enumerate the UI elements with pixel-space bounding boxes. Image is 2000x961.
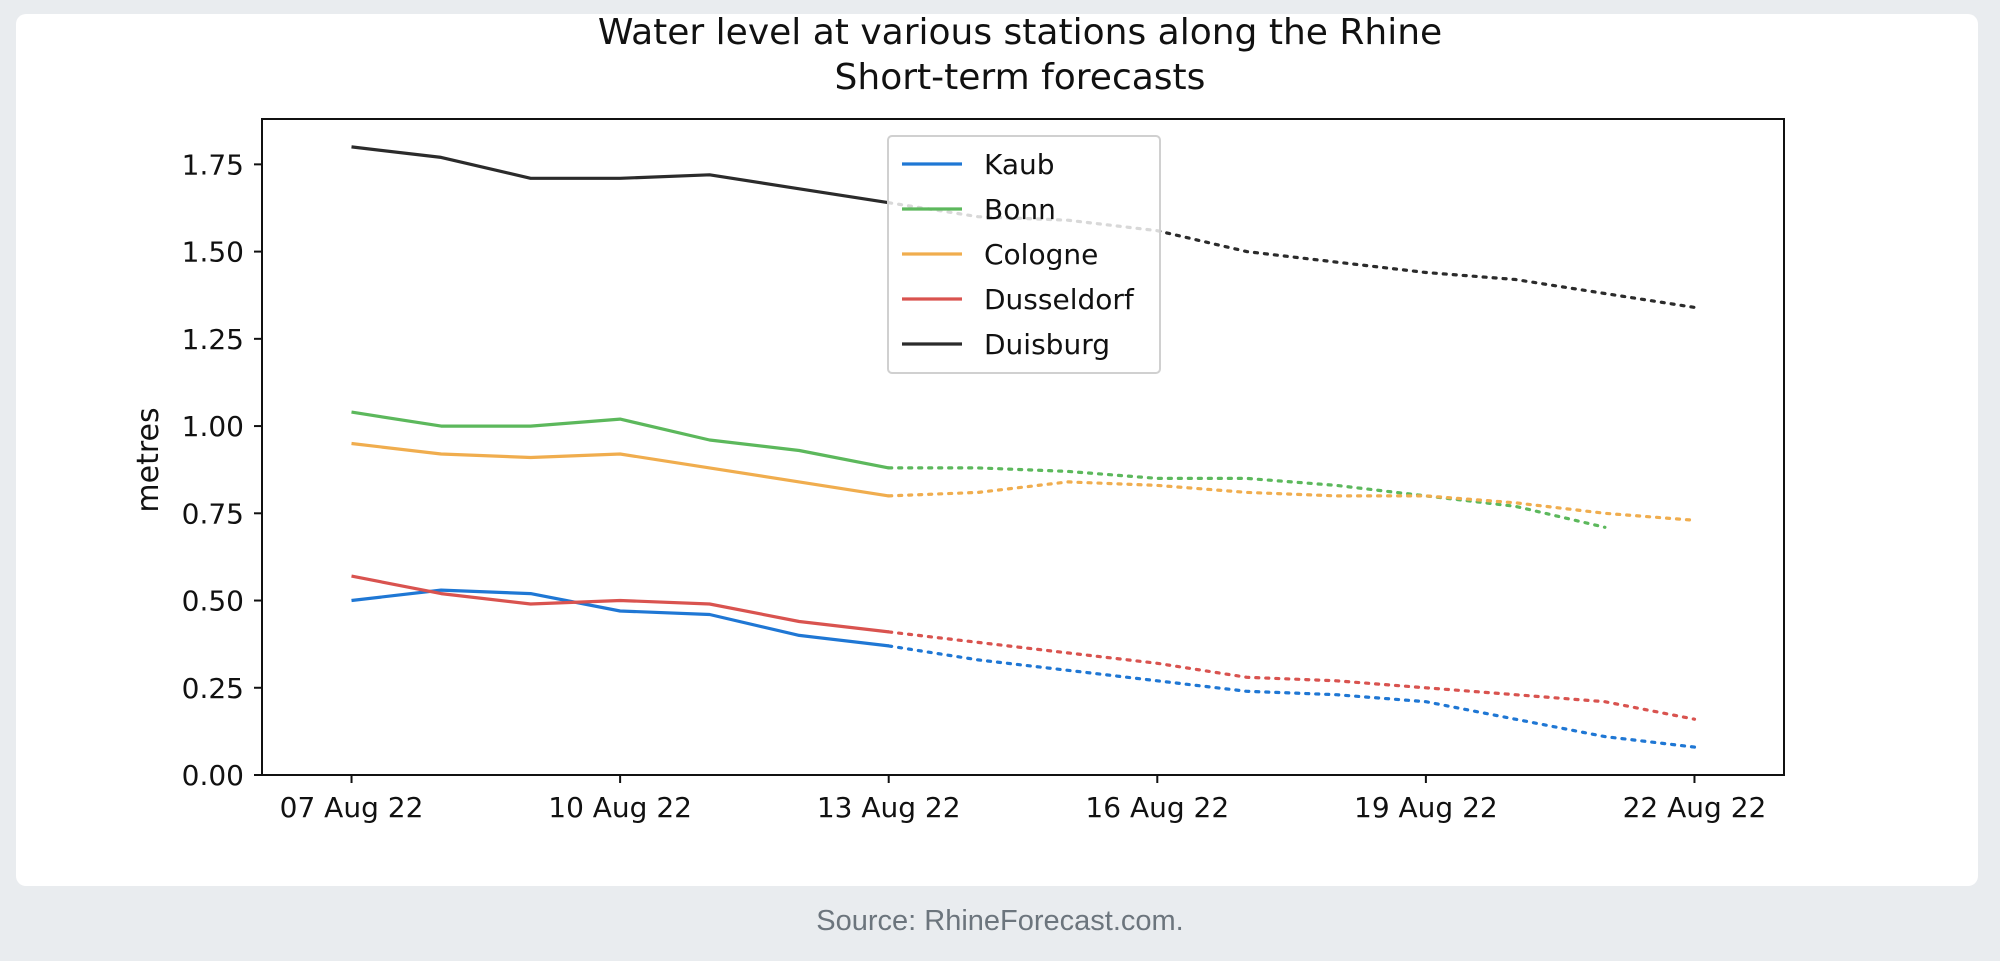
plot-frame [261, 118, 1785, 776]
series-dusseldorf-forecast-line [887, 630, 1697, 721]
series-kaub-forecast-line [887, 644, 1697, 749]
x-tick-label: 22 Aug 22 [1623, 791, 1767, 824]
x-tick-label: 07 Aug 22 [280, 791, 424, 824]
series-cologne-forecast-line [887, 480, 1697, 522]
x-tick-label: 16 Aug 22 [1085, 791, 1229, 824]
chart-card: Water level at various stations along th… [16, 14, 1978, 886]
y-tick-label: 1.75 [182, 148, 244, 181]
x-tick-label: 10 Aug 22 [548, 791, 692, 824]
chart-subtitle: Short-term forecasts [835, 57, 1206, 98]
series-dusseldorf-observed-line [351, 574, 889, 634]
y-tick-label: 0.50 [182, 585, 244, 618]
y-tick-label: 1.00 [182, 410, 244, 443]
line-chart: Water level at various stations along th… [131, 14, 1785, 824]
legend-label-duisburg: Duisburg [984, 328, 1110, 361]
y-axis-label: metres [131, 407, 166, 512]
source-caption: Source: RhineForecast.com. [816, 905, 1184, 937]
x-tick-label: 19 Aug 22 [1354, 791, 1498, 824]
series-duisburg-observed-line [351, 145, 889, 205]
y-tick-label: 1.25 [182, 323, 244, 356]
y-tick-label: 0.00 [182, 759, 244, 792]
y-tick-label: 0.75 [182, 497, 244, 530]
series-cologne-observed-line [351, 441, 889, 498]
legend-label-bonn: Bonn [984, 193, 1056, 226]
series-kaub-observed-line [351, 588, 889, 648]
plot-area: 0.00 0.25 0.50 0.75 1.00 1.25 1.50 1.75 07 Aug 2… [182, 118, 1785, 824]
legend-label-dusseldorf: Dusseldorf [984, 283, 1135, 316]
x-tick-label: 13 Aug 22 [817, 791, 961, 824]
y-tick-label: 1.50 [182, 236, 244, 269]
y-tick-label: 0.25 [182, 672, 244, 705]
series-bonn-observed-line [351, 410, 890, 470]
legend: Kaub Bonn Cologne Dusseldorf Duisburg [887, 135, 1161, 374]
legend-label-cologne: Cologne [984, 238, 1098, 271]
chart-title: Water level at various stations along th… [598, 14, 1442, 53]
series-bonn-forecast-line [887, 466, 1607, 529]
legend-box [887, 135, 1161, 374]
legend-label-kaub: Kaub [984, 148, 1055, 181]
